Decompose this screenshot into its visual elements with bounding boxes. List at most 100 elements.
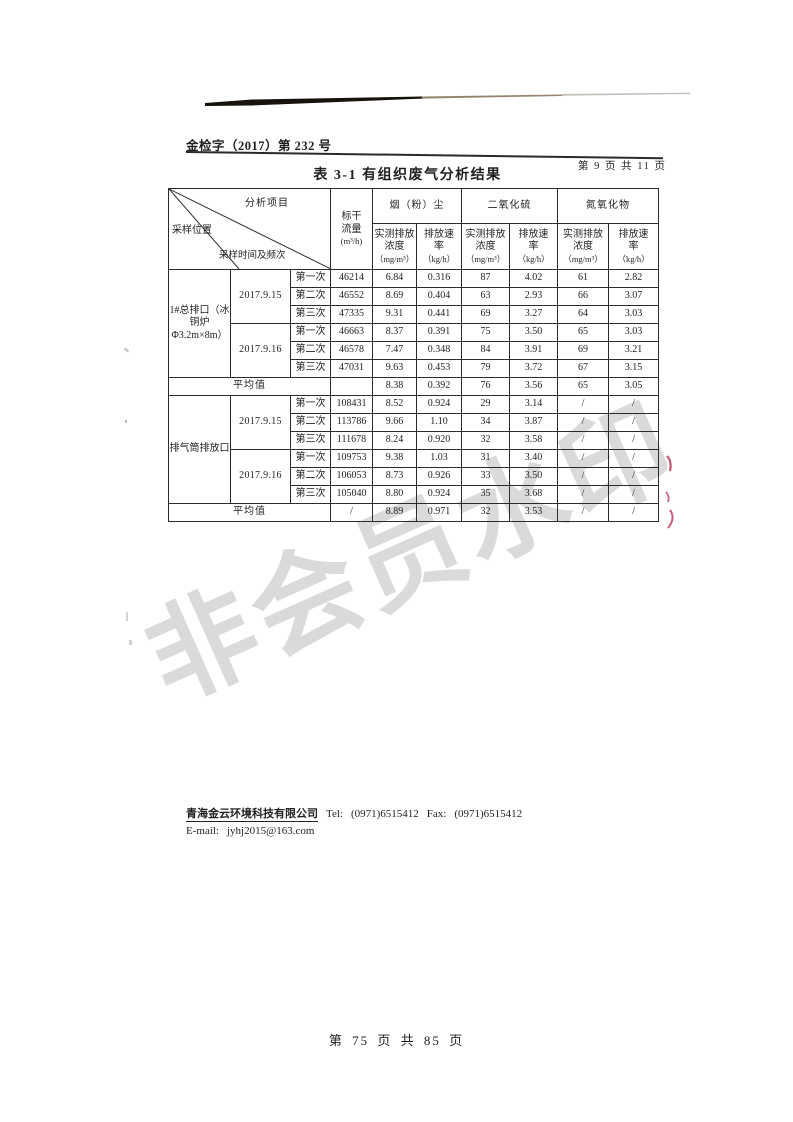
cell-flow: / — [330, 503, 374, 522]
cell-seq: 第三次 — [289, 485, 332, 504]
cell-flow: 46578 — [330, 341, 374, 360]
cell-so2-conc: 63 — [461, 287, 511, 306]
cell-flow: 46663 — [330, 323, 374, 342]
scan-speck — [125, 420, 127, 423]
document-footer: 青海金云环境科技有限公司 Tel: (0971)6515412 Fax: (0971)6… — [186, 805, 522, 837]
cell-so2-rate: 3.58 — [509, 431, 559, 450]
header-flow-line2: 流量 — [341, 223, 362, 235]
cell-so2-conc: 31 — [461, 449, 511, 468]
cell-nox-conc: 61 — [557, 269, 610, 288]
cell-dust-rate: 0.348 — [416, 341, 463, 360]
cell-nox-rate: / — [608, 449, 660, 468]
so2-rate-label: 排放速率 — [518, 228, 549, 253]
cell-dust-conc: 8.69 — [372, 287, 418, 306]
header-flow-unit: (m³/h) — [340, 236, 363, 247]
footer-email-line: E-mail: jyhj2015@163.com — [186, 825, 522, 837]
cell-dust-rate: 0.453 — [416, 359, 463, 378]
nox-rate-unit: （kg/h） — [617, 253, 650, 264]
cell-seq: 第三次 — [289, 431, 332, 450]
cell-dust-rate: 0.404 — [416, 287, 463, 306]
cell-nox-conc: / — [557, 449, 610, 468]
cell-dust-conc: 8.80 — [372, 485, 418, 504]
cell-seq: 第一次 — [289, 449, 332, 468]
header-flow-line1: 标干 — [341, 211, 362, 223]
cell-dust-conc: 8.89 — [372, 503, 418, 522]
header-group-so2: 二氧化硫 — [461, 187, 559, 225]
cell-dust-rate: 0.924 — [416, 485, 463, 504]
scan-streak-artifact — [205, 92, 690, 106]
cell-dust-rate: 0.926 — [416, 467, 463, 486]
cell-so2-conc: 34 — [461, 413, 511, 432]
cell-date: 2017.9.15 — [230, 269, 291, 324]
cell-flow: 106053 — [330, 467, 374, 486]
cell-so2-conc: 69 — [461, 305, 511, 324]
cell-so2-conc: 35 — [461, 485, 511, 504]
cell-flow: 109753 — [330, 449, 374, 468]
cell-so2-rate: 3.27 — [509, 305, 559, 324]
table-row: 1#总排口（冰铜炉Φ3.2m×8m） 2017.9.15 第一次 46214 6… — [168, 269, 660, 378]
cell-nox-conc: 65 — [557, 323, 610, 342]
cell-nox-rate: 3.21 — [608, 341, 660, 360]
cell-so2-conc: 33 — [461, 467, 511, 486]
cell-seq: 第三次 — [289, 359, 332, 378]
cell-dust-conc: 8.73 — [372, 467, 418, 486]
cell-dust-rate: 0.391 — [416, 323, 463, 342]
table-row: 第二次 106053 8.73 0.926 33 3.50 / / — [169, 467, 660, 486]
cell-dust-rate: 1.03 — [416, 449, 463, 468]
cell-dust-conc: 8.52 — [372, 395, 418, 414]
cell-dust-conc: 9.31 — [372, 305, 418, 324]
cell-nox-conc: 69 — [557, 341, 610, 360]
nox-conc-label: 实测排放浓度 — [563, 228, 604, 253]
cell-so2-conc: 75 — [461, 323, 511, 342]
cell-nox-rate: 3.05 — [608, 377, 660, 396]
nox-conc-unit: （mg/m³） — [563, 253, 603, 264]
cell-nox-rate: 3.15 — [608, 359, 660, 378]
scan-speck — [126, 612, 128, 621]
so2-rate-unit: （kg/h） — [517, 253, 550, 264]
cell-nox-conc: 64 — [557, 305, 610, 324]
cell-nox-conc: / — [557, 395, 610, 414]
footer-contact-line: 青海金云环境科技有限公司 Tel: (0971)6515412 Fax: (0971)6… — [186, 805, 522, 822]
cell-dust-conc: 8.24 — [372, 431, 418, 450]
cell-nox-rate: 3.07 — [608, 287, 660, 306]
cell-seq: 第一次 — [289, 269, 332, 288]
cell-seq: 第二次 — [289, 341, 332, 360]
cell-dust-rate: 0.924 — [416, 395, 463, 414]
cell-date: 2017.9.16 — [230, 449, 291, 504]
cell-flow: 46552 — [330, 287, 374, 306]
cell-flow: 113786 — [330, 413, 374, 432]
cell-flow: 111678 — [330, 431, 374, 450]
diagonal-divider-lines — [169, 189, 330, 269]
cell-seq: 第一次 — [289, 323, 332, 342]
cell-so2-rate: 3.68 — [509, 485, 559, 504]
cell-nox-conc: / — [557, 467, 610, 486]
cell-so2-conc: 29 — [461, 395, 511, 414]
cell-nox-conc: / — [557, 485, 610, 504]
fax-label: Fax: — [426, 808, 447, 820]
cell-flow: 46214 — [330, 269, 374, 288]
cell-nox-conc: / — [557, 431, 610, 450]
cell-dust-conc: 9.63 — [372, 359, 418, 378]
cell-seq: 第二次 — [289, 413, 332, 432]
cell-so2-conc: 32 — [461, 503, 511, 522]
cell-so2-rate: 3.50 — [509, 323, 559, 342]
header-so2-rate: 排放速率 （kg/h） — [509, 223, 559, 270]
cell-flow: 108431 — [330, 395, 374, 414]
scan-speck — [129, 640, 132, 645]
corner-label-analysis-item: 分析项目 — [245, 198, 289, 209]
cell-date: 2017.9.16 — [230, 323, 291, 378]
header-dust-rate: 排放速率 （kg/h） — [416, 223, 463, 270]
corner-label-sampling-time: 采样时间及频次 — [219, 251, 286, 261]
table-row: 第二次 46578 7.47 0.348 84 3.91 69 3.21 — [169, 341, 660, 360]
header-group-nox: 氮氧化物 — [557, 187, 660, 225]
analysis-results-table: 分析项目 采样位置 采样时间及频次 标干 流量 (m³/h) 烟（粉）尘 二氧化… — [167, 187, 660, 522]
cell-so2-conc: 87 — [461, 269, 511, 288]
cell-location: 排气筒排放口 — [168, 395, 231, 504]
cell-nox-conc: 67 — [557, 359, 610, 378]
cell-dust-rate: 0.920 — [416, 431, 463, 450]
cell-location: 1#总排口（冰铜炉Φ3.2m×8m） — [168, 269, 231, 378]
red-pen-marks — [665, 455, 674, 529]
cell-nox-rate: / — [608, 395, 660, 414]
cell-nox-rate: 3.03 — [608, 305, 660, 324]
